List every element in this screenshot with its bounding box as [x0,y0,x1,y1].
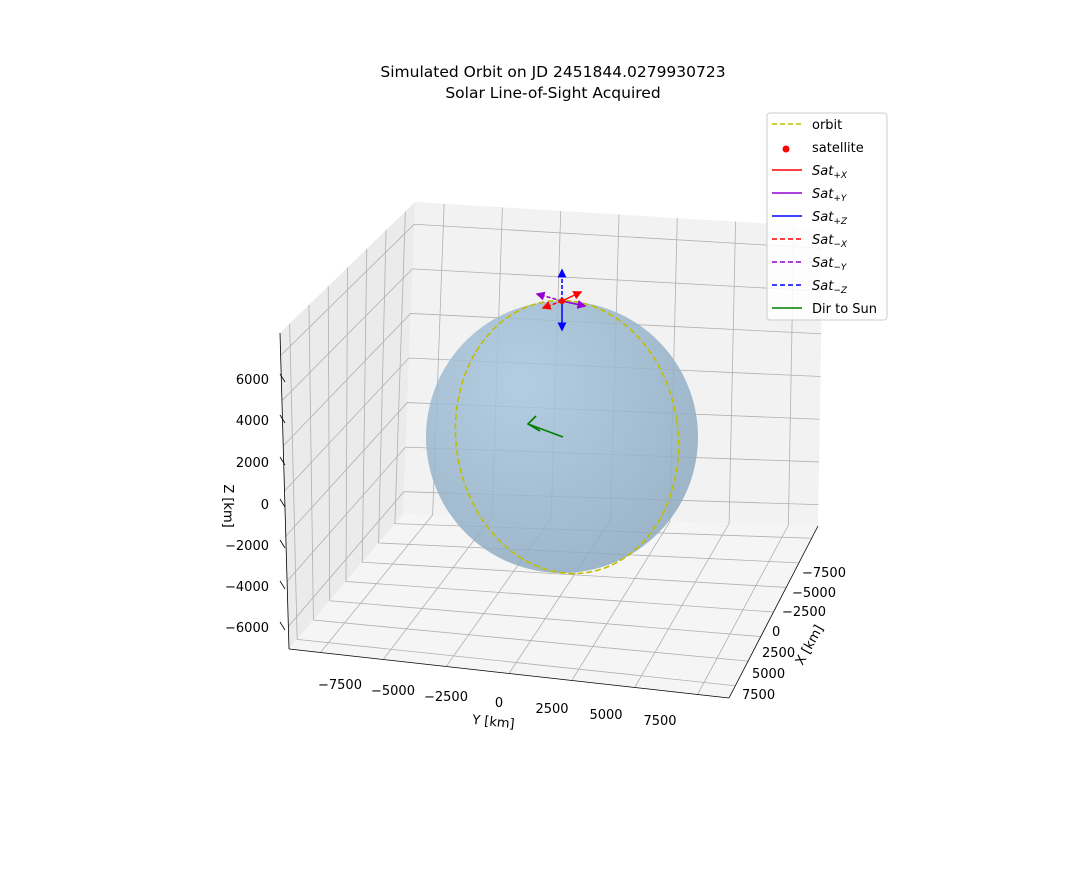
legend-label: Sat+Y [812,187,848,204]
x-tick-label: −2500 [782,605,826,620]
z-tick-label: −2000 [225,539,269,554]
grid-line-x [308,304,749,662]
x-tick-label: 7500 [742,688,775,703]
z-tick-mark [279,456,286,466]
y-tick-label: 0 [495,696,503,711]
legend-marker [782,145,790,153]
legend-label: Sat−Y [812,256,848,273]
legend-label: Sat−X [812,233,848,250]
grid-line-x [394,211,812,539]
y-axis-line [288,648,730,699]
x-tick-label: 5000 [752,667,785,682]
chart-title-line2: Solar Line-of-Sight Acquired [445,84,660,102]
z-tick-mark [279,373,286,383]
y-tick-label: 7500 [643,714,676,729]
satellite-point [559,298,565,304]
sat-plus-x-arrow [561,291,583,302]
x-axis-line [728,525,819,699]
grid-line-y [697,225,795,695]
legend-label: satellite [812,141,864,156]
legend-box [766,112,888,321]
y-tick-label: −2500 [424,690,468,705]
grid-line-x [327,286,761,637]
y-tick-label: 5000 [589,708,622,723]
legend-label: Sat+Z [812,210,848,227]
z-tick-label: 6000 [236,373,269,388]
grid-line-x [361,248,787,588]
grid-line-y [634,221,736,688]
legend-label: Sat+X [812,164,848,181]
z-tick-mark [279,621,286,631]
sat-plus-y-arrow [561,300,587,309]
z-tick-mark [279,539,286,549]
z-tick-label: 2000 [236,456,269,471]
grid-line-z [284,357,821,492]
z-axis-line [279,332,290,650]
legend-label: Dir to Sun [812,302,877,317]
x-tick-label: 0 [772,625,780,640]
grid-line-y [571,218,678,681]
grid-line-z [280,223,823,356]
z-tick-labels: 6000 4000 2000 0 −2000 −4000 −6000 [225,373,286,636]
x-tick-label: −7500 [802,566,846,581]
z-tick-label: −6000 [225,621,269,636]
left-pane [280,202,415,649]
z-tick-mark [279,414,286,424]
grid-line-z [281,268,822,401]
legend-label: Sat−Z [812,279,848,296]
axes-edges [279,332,819,699]
z-axis-label: Z [km] [220,484,235,527]
grid-line-x [345,267,774,613]
z-tick-mark [279,580,286,590]
satellite-axes [535,268,587,332]
z-tick-label: −4000 [225,580,269,595]
grid-line-x [378,230,799,564]
x-tick-label: −5000 [792,586,836,601]
legend-label: orbit [812,118,842,133]
y-tick-label: −5000 [371,684,415,699]
sat-minus-x-arrow [541,300,563,310]
x-axis-label: X [km] [793,623,827,668]
grid-line-z [282,313,822,447]
y-axis-label: Y [km] [470,713,515,732]
grid-line-x [289,323,736,687]
grid-line-y [320,203,445,653]
z-tick-label: 0 [261,498,269,513]
x-tick-label: 2500 [762,646,795,661]
z-tick-label: 4000 [236,414,269,429]
sat-minus-y-arrow [535,291,563,302]
y-tick-label: 2500 [535,702,568,717]
y-tick-labels: −7500 −5000 −2500 0 2500 5000 7500 [318,678,677,729]
y-tick-label: −7500 [318,678,362,693]
legend: orbit satellite Sat+X Sat+Y Sat+Z Sat−X Sat−Y S… [766,112,888,321]
legend-items: orbit satellite Sat+X Sat+Y Sat+Z Sat−X Sat−Y S… [772,118,877,317]
chart-title-line1: Simulated Orbit on JD 2451844.0279930723 [380,63,725,81]
sun-direction-arrow [526,415,564,438]
z-tick-mark [279,498,286,508]
